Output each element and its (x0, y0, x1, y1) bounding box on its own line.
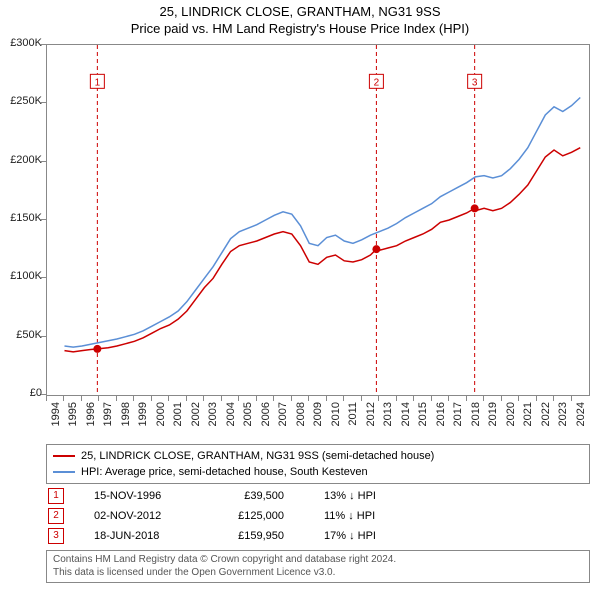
legend-label-property: 25, LINDRICK CLOSE, GRANTHAM, NG31 9SS (… (81, 450, 434, 462)
x-tick-label: 1999 (137, 402, 149, 432)
sale-point (93, 345, 101, 353)
y-tick-label: £150K (2, 212, 42, 224)
x-tick-label: 2018 (470, 402, 482, 432)
series-line-property (64, 148, 580, 352)
x-tick-label: 2013 (382, 402, 394, 432)
footer-line1: Contains HM Land Registry data © Crown c… (53, 554, 583, 567)
x-tick-label: 2004 (225, 402, 237, 432)
sale-marker-1: 1 (48, 488, 64, 504)
sale-date: 18-JUN-2018 (94, 530, 204, 542)
x-tick-label: 1997 (102, 402, 114, 432)
x-tick-label: 1994 (50, 402, 62, 432)
x-tick-label: 2015 (417, 402, 429, 432)
sale-row: 1 15-NOV-1996 £39,500 13% ↓ HPI (46, 486, 590, 506)
x-tick-label: 2009 (312, 402, 324, 432)
plot-svg: 1 2 3 (47, 45, 589, 395)
x-tick-label: 2024 (575, 402, 587, 432)
title-sub: Price paid vs. HM Land Registry's House … (0, 21, 600, 36)
y-tick-label: £100K (2, 270, 42, 282)
sale-marker-3: 3 (48, 528, 64, 544)
x-tick-label: 2022 (540, 402, 552, 432)
x-tick-label: 2000 (155, 402, 167, 432)
svg-text:3: 3 (472, 77, 478, 88)
sale-diff: 11% ↓ HPI (324, 510, 414, 522)
sale-point (372, 245, 380, 253)
sale-diff: 17% ↓ HPI (324, 530, 414, 542)
sale-point (471, 204, 479, 212)
series-line-hpi (64, 98, 580, 348)
legend-row: HPI: Average price, semi-detached house,… (53, 464, 583, 480)
svg-text:2: 2 (374, 77, 380, 88)
title-main: 25, LINDRICK CLOSE, GRANTHAM, NG31 9SS (0, 4, 600, 19)
sale-diff: 13% ↓ HPI (324, 490, 414, 502)
x-tick-label: 2003 (207, 402, 219, 432)
sale-price: £39,500 (204, 490, 284, 502)
y-tick-label: £250K (2, 95, 42, 107)
chart-container: 25, LINDRICK CLOSE, GRANTHAM, NG31 9SS P… (0, 0, 600, 590)
x-tick-label: 1995 (67, 402, 79, 432)
sales-list: 1 15-NOV-1996 £39,500 13% ↓ HPI 2 02-NOV… (46, 486, 590, 546)
legend-row: 25, LINDRICK CLOSE, GRANTHAM, NG31 9SS (… (53, 448, 583, 464)
footer: Contains HM Land Registry data © Crown c… (46, 550, 590, 583)
x-tick-label: 2006 (260, 402, 272, 432)
sale-price: £125,000 (204, 510, 284, 522)
y-tick-label: £50K (2, 329, 42, 341)
x-tick-label: 2019 (487, 402, 499, 432)
x-tick-label: 2014 (400, 402, 412, 432)
x-tick-label: 2016 (435, 402, 447, 432)
x-tick-label: 2021 (522, 402, 534, 432)
x-tick-label: 1996 (85, 402, 97, 432)
x-tick-label: 2011 (347, 402, 359, 432)
sale-date: 02-NOV-2012 (94, 510, 204, 522)
y-tick-label: £300K (2, 37, 42, 49)
legend-swatch-hpi (53, 471, 75, 473)
x-tick-label: 1998 (120, 402, 132, 432)
svg-text:1: 1 (95, 77, 101, 88)
sale-row: 2 02-NOV-2012 £125,000 11% ↓ HPI (46, 506, 590, 526)
x-tick-label: 2007 (277, 402, 289, 432)
plot-area: 1 2 3 (46, 44, 590, 396)
sale-marker-2: 2 (48, 508, 64, 524)
footer-line2: This data is licensed under the Open Gov… (53, 567, 583, 580)
legend-swatch-property (53, 455, 75, 457)
sale-date: 15-NOV-1996 (94, 490, 204, 502)
x-tick-label: 2010 (330, 402, 342, 432)
legend: 25, LINDRICK CLOSE, GRANTHAM, NG31 9SS (… (46, 444, 590, 484)
x-tick-label: 2020 (505, 402, 517, 432)
x-tick-label: 2023 (557, 402, 569, 432)
x-tick-label: 2005 (242, 402, 254, 432)
sale-row: 3 18-JUN-2018 £159,950 17% ↓ HPI (46, 526, 590, 546)
x-tick-label: 2017 (452, 402, 464, 432)
y-tick-label: £0 (2, 387, 42, 399)
sale-price: £159,950 (204, 530, 284, 542)
x-tick-label: 2008 (295, 402, 307, 432)
x-tick-label: 2001 (172, 402, 184, 432)
titles: 25, LINDRICK CLOSE, GRANTHAM, NG31 9SS P… (0, 0, 600, 36)
legend-label-hpi: HPI: Average price, semi-detached house,… (81, 466, 368, 478)
x-tick-label: 2012 (365, 402, 377, 432)
y-tick-label: £200K (2, 154, 42, 166)
x-tick-label: 2002 (190, 402, 202, 432)
